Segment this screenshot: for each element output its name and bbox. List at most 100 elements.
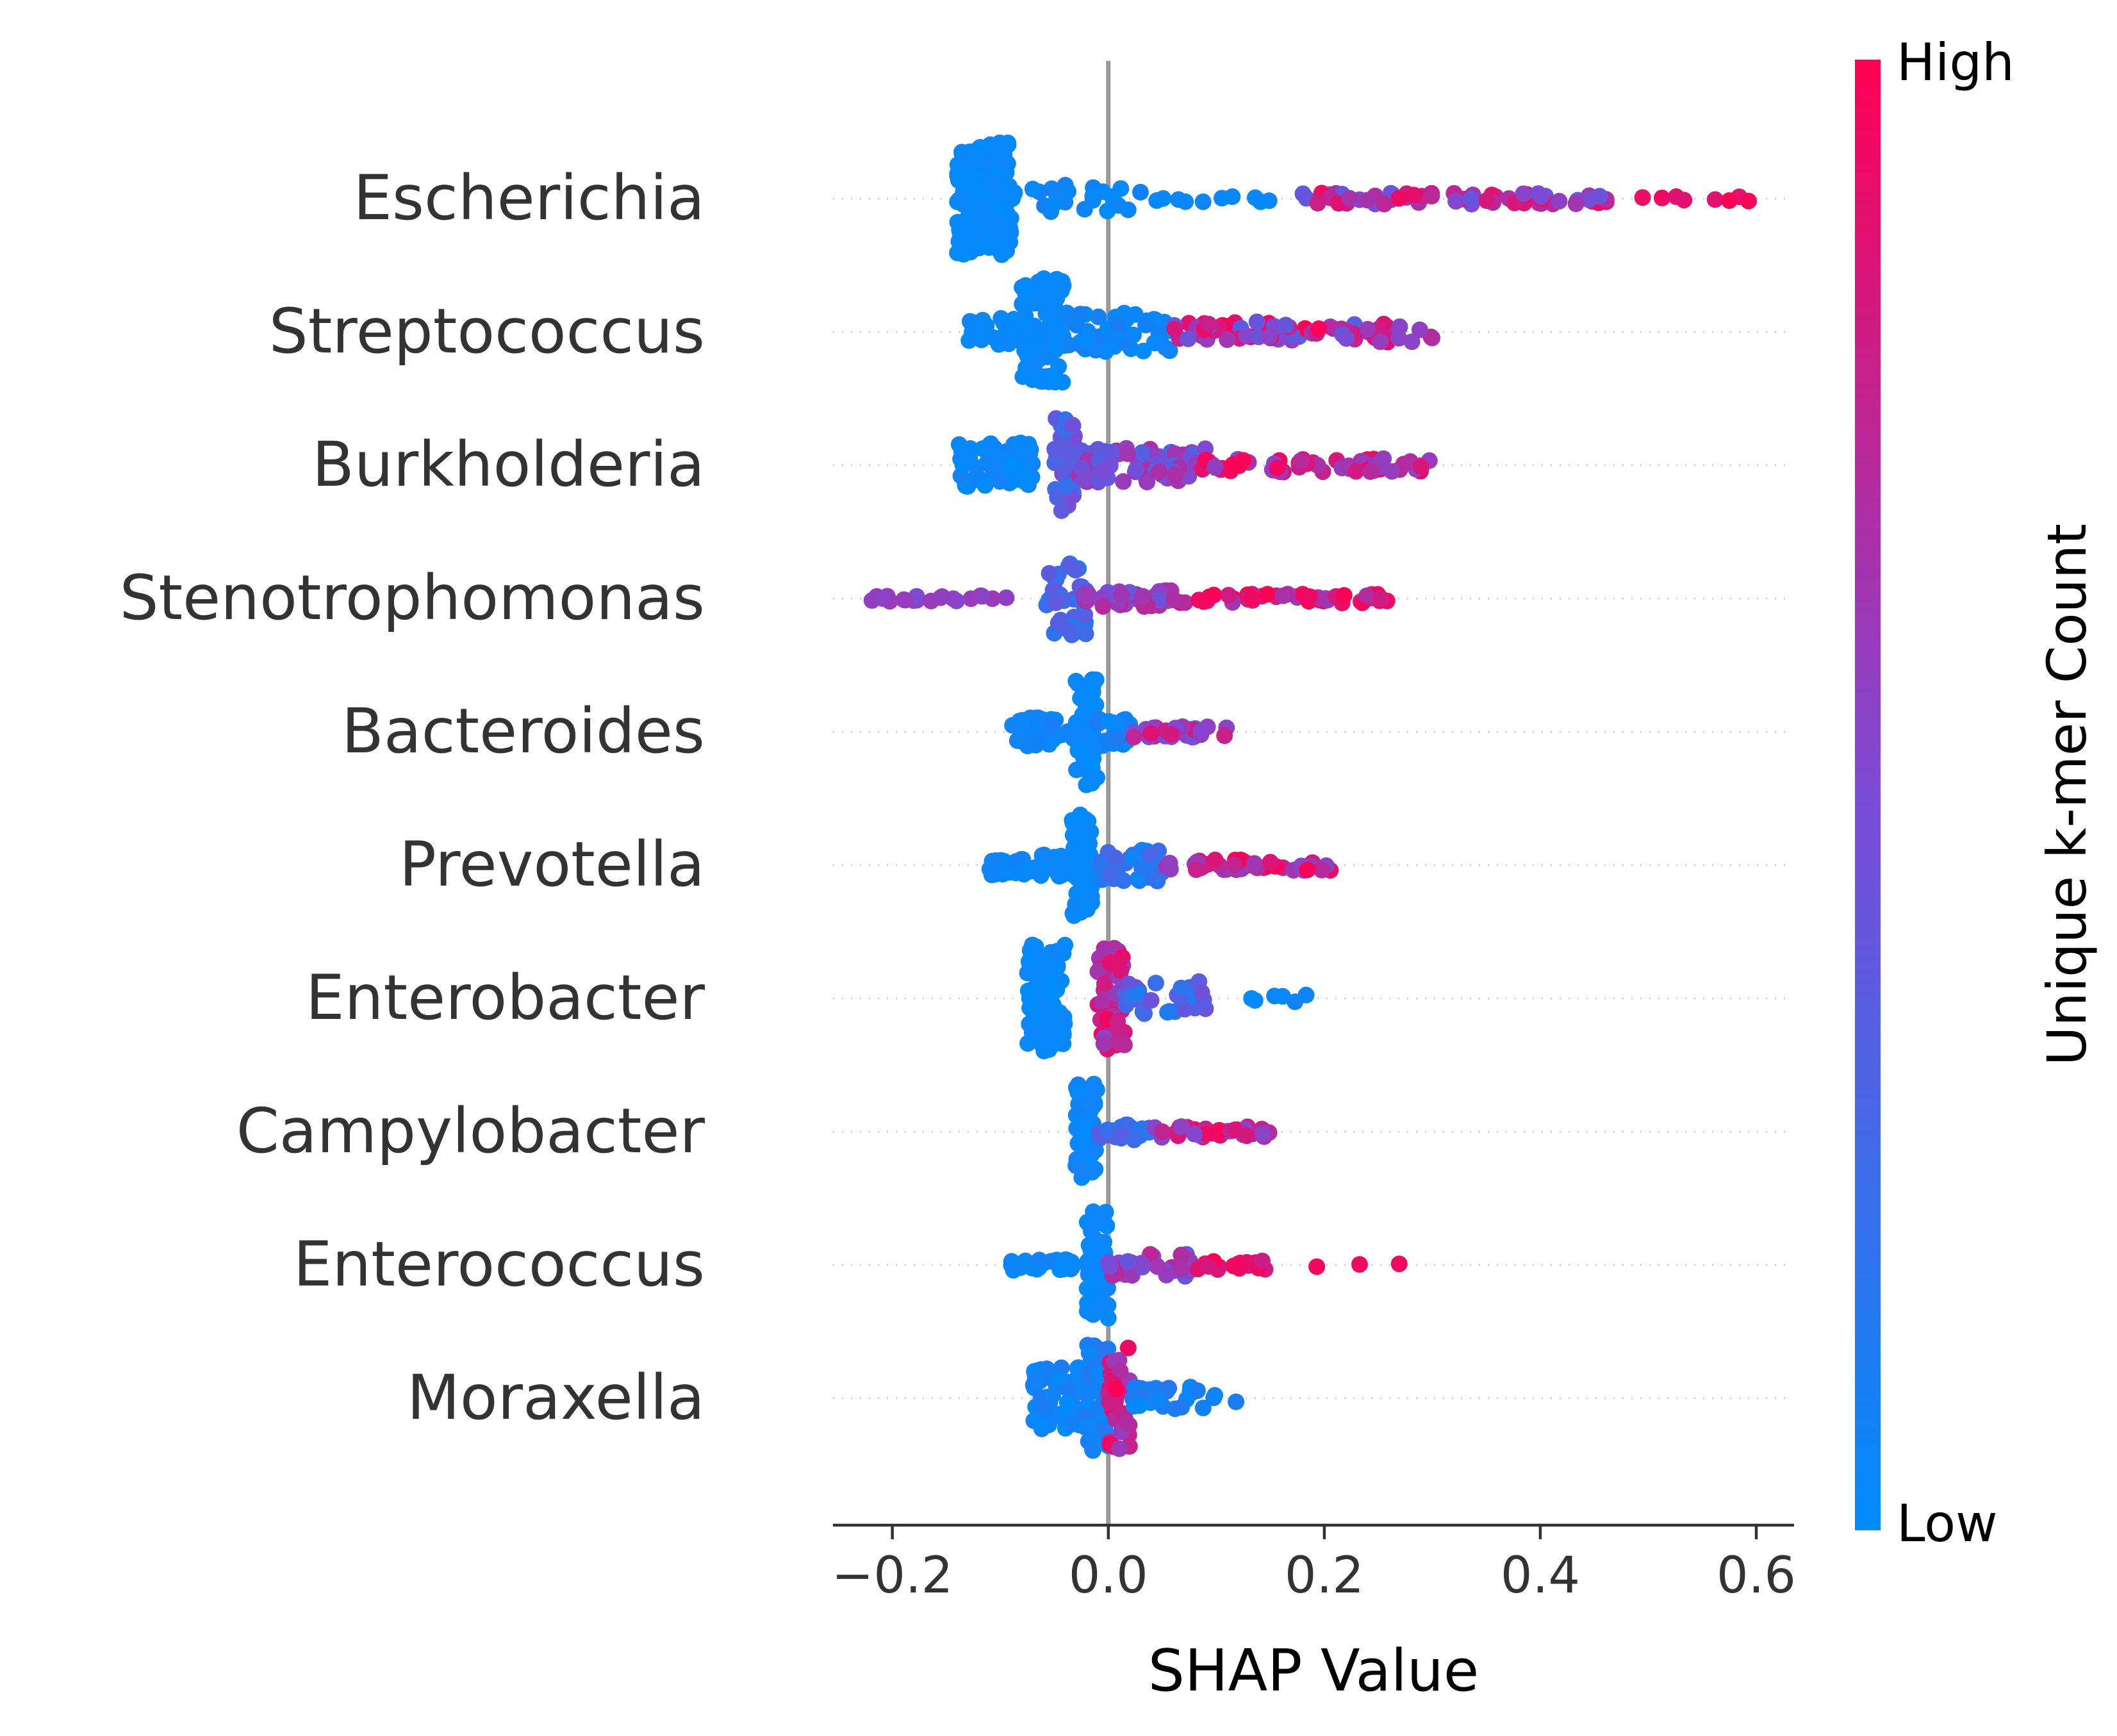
shap-point-bacteroides <box>1162 726 1180 743</box>
shap-point-streptococcus <box>1026 357 1043 374</box>
shap-point-escherichia <box>1740 192 1757 210</box>
shap-point-streptococcus <box>1137 317 1155 334</box>
shap-point-bacteroides <box>1009 732 1026 749</box>
shap-point-bacteroides <box>1044 716 1061 733</box>
shap-point-moraxella <box>1119 1339 1137 1357</box>
shap-point-campylobacter <box>1238 1127 1255 1145</box>
shap-point-burkholderia <box>1269 459 1286 477</box>
shap-point-prevotella <box>1262 854 1279 871</box>
shap-point-streptococcus <box>1048 337 1065 354</box>
shap-point-moraxella <box>1118 1414 1135 1432</box>
shap-point-stenotrophomonas <box>875 590 891 607</box>
shap-point-streptococcus <box>1048 270 1066 288</box>
shap-point-moraxella <box>1112 1362 1129 1380</box>
shap-point-campylobacter <box>1253 1125 1271 1143</box>
shap-point-escherichia <box>1045 195 1062 213</box>
shap-point-moraxella <box>1207 1387 1223 1404</box>
shap-point-bacteroides <box>1110 730 1127 747</box>
shap-point-burkholderia <box>1362 463 1379 480</box>
shap-point-enterobacter <box>1159 1004 1176 1021</box>
shap-point-bacteroides <box>1084 683 1101 700</box>
x-tick-label: 0.2 <box>1285 1547 1364 1605</box>
shap-point-stenotrophomonas <box>1301 588 1319 605</box>
shap-point-enterococcus <box>1119 1253 1137 1270</box>
feature-label-stenotrophomonas: Stenotrophomonas <box>120 562 705 634</box>
feature-label-burkholderia: Burkholderia <box>312 429 705 500</box>
shap-point-bacteroides <box>1087 696 1105 713</box>
shap-point-enterococcus <box>1083 1223 1100 1240</box>
shap-point-escherichia <box>969 146 986 163</box>
shap-point-stenotrophomonas <box>1134 588 1151 605</box>
shap-point-escherichia <box>1591 188 1608 205</box>
shap-point-enterobacter <box>1130 986 1148 1003</box>
shap-point-escherichia <box>1148 192 1166 209</box>
shap-point-enterobacter <box>1055 1026 1072 1043</box>
shap-point-enterobacter <box>1142 992 1160 1009</box>
shap-point-escherichia <box>1132 183 1149 201</box>
shap-point-moraxella <box>1173 1398 1190 1416</box>
shap-point-campylobacter <box>1073 1115 1091 1132</box>
shap-point-escherichia <box>1001 221 1019 238</box>
shap-point-streptococcus <box>1260 328 1278 345</box>
shap-point-enterococcus <box>1253 1252 1271 1269</box>
shap-point-campylobacter <box>1099 1121 1116 1139</box>
x-tick-label: 0.6 <box>1717 1547 1796 1605</box>
shap-point-escherichia <box>1194 193 1212 210</box>
shap-point-escherichia <box>969 198 985 215</box>
shap-point-moraxella <box>1228 1393 1245 1410</box>
shap-point-enterobacter <box>1044 1000 1061 1017</box>
shap-point-bacteroides <box>1107 718 1124 734</box>
shap-point-streptococcus <box>1121 307 1138 324</box>
shap-point-burkholderia <box>1020 436 1037 453</box>
shap-point-enterobacter <box>1095 1035 1112 1052</box>
shap-point-moraxella <box>1033 1396 1050 1414</box>
x-tick-label: 0.4 <box>1501 1547 1580 1605</box>
shap-point-stenotrophomonas <box>1372 591 1390 608</box>
shap-point-burkholderia <box>1053 502 1070 519</box>
x-tick-label: 0.0 <box>1069 1547 1148 1605</box>
shap-point-enterobacter <box>1048 981 1066 998</box>
shap-point-streptococcus <box>1219 331 1236 348</box>
shap-point-enterococcus <box>1390 1255 1408 1273</box>
shap-point-escherichia <box>1533 188 1550 205</box>
shap-point-streptococcus <box>1161 342 1178 360</box>
feature-label-bacteroides: Bacteroides <box>342 695 705 767</box>
shap-point-escherichia <box>950 233 968 250</box>
shap-point-bacteroides <box>1014 712 1031 729</box>
shap-point-streptococcus <box>1042 367 1058 384</box>
shap-point-enterobacter <box>1109 1013 1126 1030</box>
shap-point-burkholderia <box>1064 417 1081 434</box>
shap-point-escherichia <box>1706 191 1724 208</box>
shap-point-stenotrophomonas <box>1094 598 1112 615</box>
shap-point-streptococcus <box>1068 317 1085 334</box>
shap-point-stenotrophomonas <box>1166 591 1183 609</box>
feature-label-enterococcus: Enterococcus <box>293 1228 705 1300</box>
shap-point-moraxella <box>1101 1393 1118 1410</box>
shap-point-escherichia <box>1341 190 1358 207</box>
shap-point-prevotella <box>1226 856 1243 873</box>
shap-point-streptococcus <box>1019 327 1037 344</box>
shap-point-enterococcus <box>1173 1246 1190 1264</box>
shap-point-escherichia <box>1447 193 1465 210</box>
shap-point-moraxella <box>1189 1382 1206 1400</box>
shap-point-streptococcus <box>1043 301 1060 318</box>
shap-point-bacteroides <box>1192 722 1210 740</box>
shap-point-prevotella <box>1077 811 1094 828</box>
shap-point-enterobacter <box>1049 943 1066 960</box>
feature-label-prevotella: Prevotella <box>399 829 705 900</box>
shap-point-moraxella <box>1044 1387 1062 1404</box>
shap-point-escherichia <box>1076 201 1093 218</box>
shap-point-enterococcus <box>1012 1259 1029 1276</box>
shap-point-moraxella <box>1160 1380 1178 1397</box>
shap-point-streptococcus <box>976 320 994 337</box>
shap-point-enterobacter <box>1032 947 1049 964</box>
shap-point-stenotrophomonas <box>1060 558 1077 575</box>
shap-point-moraxella <box>1149 1392 1167 1409</box>
shap-point-escherichia <box>1214 190 1230 207</box>
feature-label-enterobacter: Enterobacter <box>306 962 705 1034</box>
shap-point-campylobacter <box>1085 1075 1103 1093</box>
shap-point-stenotrophomonas <box>1113 586 1130 604</box>
shap-point-prevotella <box>1187 861 1205 879</box>
shap-point-bacteroides <box>1030 732 1047 749</box>
